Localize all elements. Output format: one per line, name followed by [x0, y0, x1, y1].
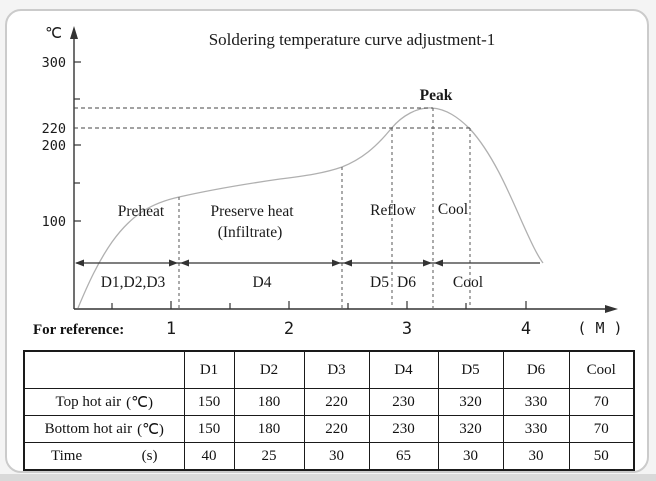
phase-label-preserve-heat: Preserve heat — [210, 203, 294, 220]
table-header-d3: D3 — [303, 350, 370, 389]
cell-value: 320 — [437, 415, 504, 443]
x-tick-marks — [111, 301, 527, 309]
cell-value: 230 — [368, 415, 439, 443]
x-tick-2: 2 — [284, 319, 294, 339]
cell-value: 150 — [183, 388, 235, 416]
row-label-top-hot-air: Top hot air (℃) — [55, 393, 153, 411]
phase-label-cool: Cool — [438, 201, 468, 218]
table-header-blank — [23, 350, 185, 389]
cell-value: 220 — [303, 415, 370, 443]
cell-value: 330 — [502, 415, 570, 443]
zone-label-d1d2d3: D1,D2,D3 — [101, 274, 166, 291]
table-header-d4: D4 — [368, 350, 439, 389]
peak-annotation: Peak — [420, 87, 453, 104]
x-tick-4: 4 — [521, 319, 531, 339]
cell-value: 320 — [437, 388, 504, 416]
cell-value: 220 — [303, 388, 370, 416]
chart-title: Soldering temperature curve adjustment-1 — [209, 30, 496, 49]
cell-value: 30 — [437, 442, 504, 471]
cell-value: 30 — [502, 442, 570, 471]
zone-label-d4: D4 — [253, 274, 272, 291]
cell-value: 40 — [183, 442, 235, 471]
x-axis-arrow-icon — [605, 305, 618, 313]
zone-label-d5: D5 — [370, 274, 389, 291]
y-tick-marks — [74, 61, 81, 222]
table-header-row: D1 D2 D3 D4 D5 D6 Cool — [23, 350, 635, 389]
cell-value: 30 — [303, 442, 370, 471]
table-row-top-hot-air: Top hot air (℃) 150 180 220 230 320 330 … — [23, 388, 635, 416]
y-tick-200: 200 — [42, 138, 66, 154]
table-header-d2: D2 — [233, 350, 305, 389]
cell-value: 330 — [502, 388, 570, 416]
cell-value: 180 — [233, 388, 305, 416]
row-label-time: Time (s) — [51, 447, 158, 464]
y-axis-arrow-icon — [70, 26, 78, 39]
temperature-curve — [77, 107, 544, 309]
table-header-d1: D1 — [183, 350, 235, 389]
page-bottom-strip — [0, 474, 656, 481]
table-header-d5: D5 — [437, 350, 504, 389]
zone-label-cool: Cool — [453, 274, 483, 291]
for-reference-caption: For reference: — [33, 322, 125, 338]
y-axis-unit: ℃ — [45, 26, 62, 42]
cell-value: 70 — [568, 388, 635, 416]
soldering-curve-chart: Soldering temperature curve adjustment-1… — [42, 26, 623, 339]
table-header-d6: D6 — [502, 350, 570, 389]
cell-value: 65 — [368, 442, 439, 471]
phase-label-reflow: Reflow — [370, 202, 416, 219]
x-axis-unit: ( M ) — [577, 319, 622, 337]
zone-label-d6: D6 — [397, 274, 416, 291]
y-tick-300: 300 — [42, 55, 66, 71]
cell-value: 25 — [233, 442, 305, 471]
cell-value: 150 — [183, 415, 235, 443]
phase-label-preheat: Preheat — [118, 203, 165, 220]
cell-value: 230 — [368, 388, 439, 416]
row-label-bottom-hot-air: Bottom hot air (℃) — [44, 420, 164, 438]
phase-label-infiltrate: (Infiltrate) — [218, 224, 283, 241]
cell-value: 70 — [568, 415, 635, 443]
x-tick-1: 1 — [166, 319, 176, 339]
zone-span-arrows — [75, 259, 443, 267]
phase-boundary-dashed-lines — [178, 108, 471, 309]
reference-table: D1 D2 D3 D4 D5 D6 Cool Top hot air (℃) 1… — [23, 350, 635, 471]
table-header-cool: Cool — [568, 350, 635, 389]
x-tick-3: 3 — [402, 319, 412, 339]
y-tick-220: 220 — [42, 121, 66, 137]
y-tick-100: 100 — [42, 214, 66, 230]
table-row-time: Time (s) 40 25 30 65 30 30 50 — [23, 442, 635, 471]
cell-value: 180 — [233, 415, 305, 443]
cell-value: 50 — [568, 442, 635, 471]
table-row-bottom-hot-air: Bottom hot air (℃) 150 180 220 230 320 3… — [23, 415, 635, 443]
